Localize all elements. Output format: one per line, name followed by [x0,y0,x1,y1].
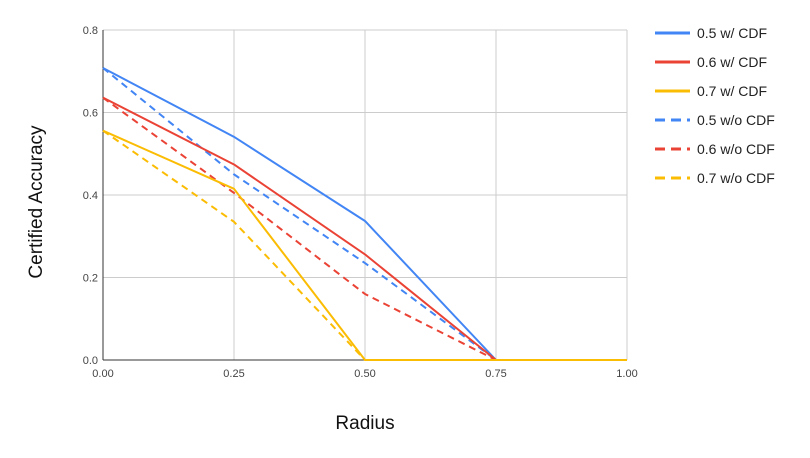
x-axis-title: Radius [335,413,394,434]
series-line-3 [102,129,627,361]
legend-label: 0.7 w/ CDF [697,83,767,99]
legend-label: 0.6 w/ CDF [697,54,767,70]
y-tick-label: 0.0 [83,355,98,367]
x-tick-label: 0.75 [485,368,506,380]
x-tick-label: 0.25 [223,368,244,380]
legend-label: 0.7 w/o CDF [697,170,775,186]
grid [103,29,628,360]
x-tick-label: 0.50 [354,368,375,380]
y-axis-title: Certified Accuracy [26,125,47,279]
legend: 0.5 w/ CDF 0.6 w/ CDF 0.7 w/ CDF 0.5 w/o CD… [655,25,775,186]
x-tick-label: 1.00 [616,368,637,380]
legend-label: 0.6 w/o CDF [697,141,775,157]
y-tick-label: 0.6 [83,108,98,120]
x-tick-label: 0.00 [92,368,113,380]
y-tick-label: 0.8 [83,25,98,37]
y-tick-label: 0.2 [83,273,98,285]
legend-label: 0.5 w/o CDF [697,112,775,128]
series-lines [102,67,627,361]
y-tick-label: 0.4 [83,190,98,202]
tick-labels: 0.00 0.25 0.50 0.75 1.00 0.0 0.2 0.4 0.6 0.8 [83,25,638,380]
legend-label: 0.5 w/ CDF [697,25,767,41]
